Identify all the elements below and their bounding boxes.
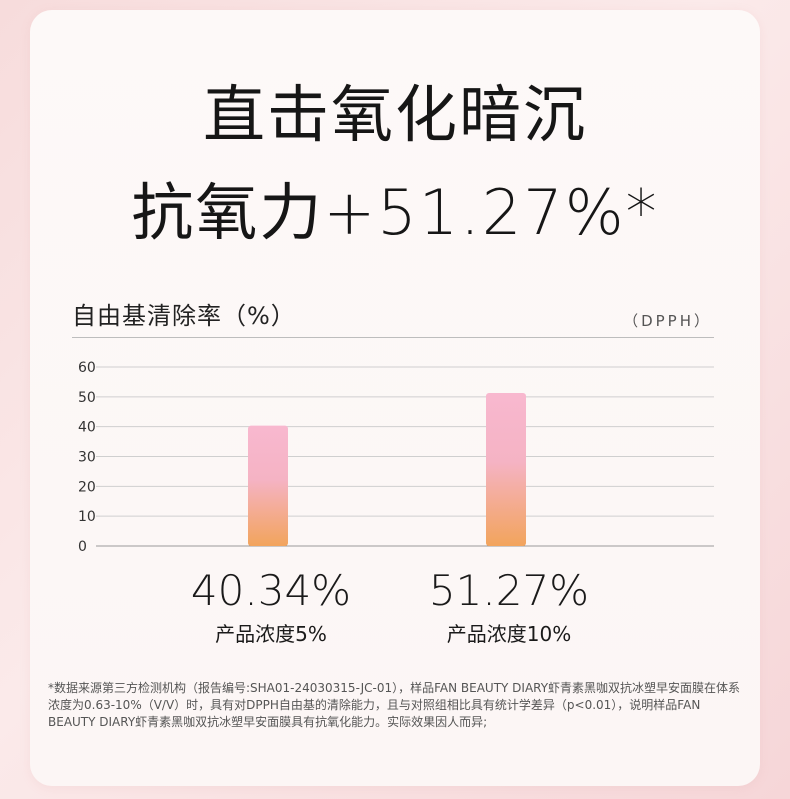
method-label: （DPPH） xyxy=(623,312,712,330)
headline-line-2: 抗氧力+51.27%* xyxy=(131,176,659,249)
content-card xyxy=(30,10,760,786)
value-label-0: 40.34% xyxy=(190,566,352,615)
bar-0 xyxy=(248,425,288,546)
y-tick-label: 60 xyxy=(78,360,96,376)
y-tick-label: 40 xyxy=(78,420,96,436)
y-tick-label: 50 xyxy=(78,390,96,406)
y-tick-label: 20 xyxy=(78,479,96,495)
chart-title: 自由基清除率（%） xyxy=(72,302,296,330)
y-tick-label: 30 xyxy=(78,450,96,466)
category-label-1: 产品浓度10% xyxy=(446,622,572,646)
y-tick-label: 10 xyxy=(78,509,96,525)
bar-1 xyxy=(486,393,526,546)
y-tick-label: 0 xyxy=(78,539,87,555)
value-label-1: 51.27% xyxy=(428,566,590,615)
category-label-0: 产品浓度5% xyxy=(215,622,327,646)
footnote: *数据来源第三方检测机构（报告编号:SHA01-24030315-JC-01），… xyxy=(48,681,741,729)
headline-line-1: 直击氧化暗沉 xyxy=(202,78,587,151)
title-rule xyxy=(72,337,714,338)
